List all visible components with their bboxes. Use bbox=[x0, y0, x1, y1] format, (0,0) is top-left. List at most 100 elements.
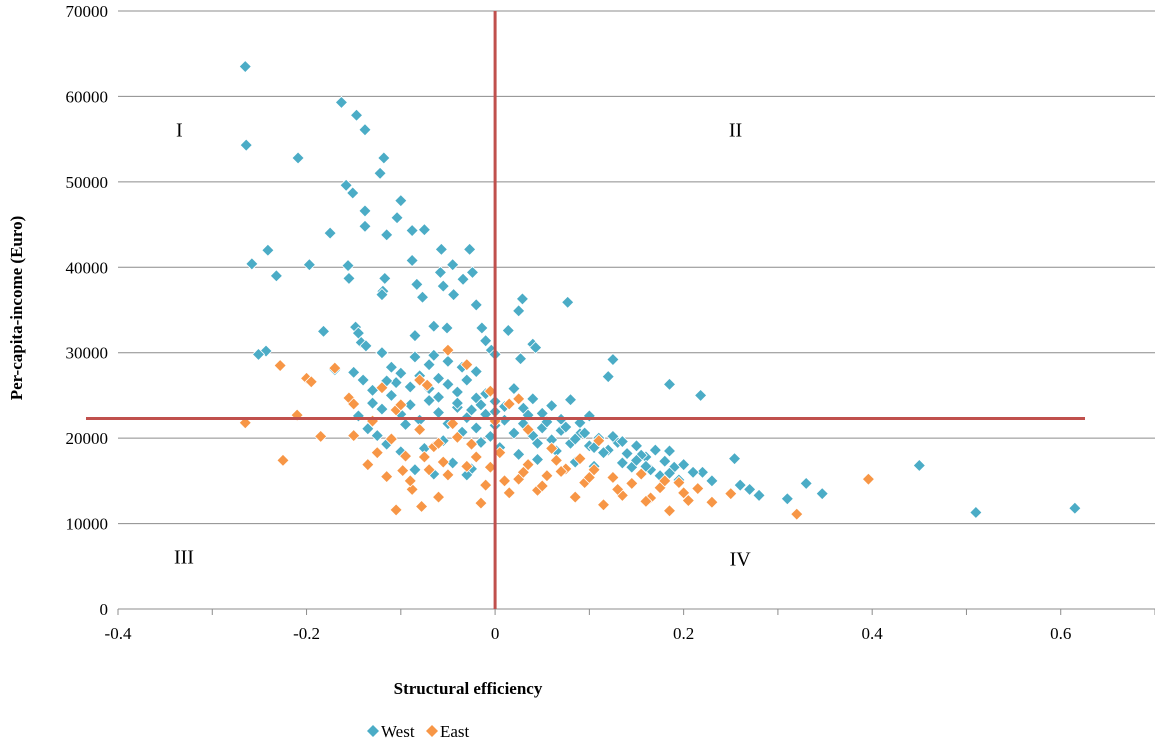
east-point bbox=[493, 446, 507, 460]
west-point bbox=[446, 258, 460, 272]
west-point bbox=[431, 390, 446, 404]
west-point bbox=[358, 123, 372, 137]
quadrant-label: I bbox=[176, 120, 183, 142]
west-point bbox=[677, 458, 691, 472]
west-point bbox=[561, 295, 575, 309]
west-point bbox=[450, 396, 464, 410]
y-tick-label: 0 bbox=[100, 600, 109, 619]
west-point bbox=[433, 265, 447, 279]
west-point bbox=[601, 370, 615, 384]
west-point bbox=[334, 95, 349, 109]
west-point bbox=[469, 421, 483, 435]
east-point bbox=[417, 450, 431, 464]
west-point bbox=[390, 211, 404, 225]
data-points bbox=[238, 59, 1082, 521]
legend-marker-east bbox=[425, 724, 439, 738]
east-point bbox=[672, 475, 686, 490]
y-tick-label: 70000 bbox=[66, 2, 109, 21]
west-point bbox=[359, 339, 373, 353]
west-point bbox=[465, 265, 480, 279]
west-point bbox=[526, 392, 540, 406]
east-point bbox=[347, 397, 361, 411]
west-point bbox=[377, 151, 391, 165]
west-point bbox=[512, 447, 526, 461]
east-point bbox=[276, 453, 290, 467]
west-point bbox=[460, 468, 474, 482]
west-point bbox=[342, 271, 356, 285]
east-point bbox=[512, 392, 526, 406]
west-point bbox=[578, 426, 592, 440]
west-point bbox=[780, 492, 794, 506]
west-point bbox=[384, 360, 398, 374]
x-tick-label: 0 bbox=[491, 624, 500, 643]
west-point bbox=[474, 435, 488, 449]
x-axis-title: Structural efficiency bbox=[394, 679, 543, 698]
west-point bbox=[269, 269, 283, 283]
west-point bbox=[629, 439, 644, 453]
east-point bbox=[790, 507, 804, 521]
west-point bbox=[261, 243, 275, 257]
west-point bbox=[512, 304, 526, 318]
west-point bbox=[474, 398, 488, 412]
y-tick-label: 10000 bbox=[66, 515, 109, 534]
west-point bbox=[370, 429, 384, 443]
east-point bbox=[483, 384, 497, 398]
west-point bbox=[752, 488, 766, 502]
west-point bbox=[507, 382, 521, 396]
west-point bbox=[441, 377, 455, 391]
east-point bbox=[375, 381, 389, 395]
west-point bbox=[662, 377, 677, 391]
west-point bbox=[530, 436, 545, 450]
west-point bbox=[563, 393, 578, 407]
gridlines bbox=[118, 10, 1155, 525]
east-point bbox=[460, 358, 474, 372]
east-point bbox=[464, 437, 479, 451]
west-point bbox=[422, 393, 436, 408]
west-point bbox=[380, 228, 394, 242]
east-point bbox=[441, 468, 455, 482]
west-point bbox=[408, 350, 422, 364]
west-point bbox=[483, 429, 497, 444]
west-point bbox=[251, 347, 266, 361]
west-point bbox=[384, 388, 398, 403]
west-point bbox=[346, 186, 360, 200]
west-point bbox=[705, 474, 719, 488]
y-tick-label: 50000 bbox=[66, 173, 109, 192]
east-point bbox=[460, 459, 474, 473]
legend-label-west: West bbox=[381, 722, 415, 741]
west-point bbox=[351, 409, 365, 423]
east-point bbox=[479, 478, 493, 492]
quadrant-label: III bbox=[174, 547, 194, 569]
west-point bbox=[373, 166, 387, 180]
east-point bbox=[422, 463, 436, 477]
axes bbox=[117, 608, 1155, 615]
east-point bbox=[389, 503, 403, 517]
west-point bbox=[799, 476, 813, 490]
west-point bbox=[375, 346, 389, 360]
west-point bbox=[410, 277, 424, 291]
west-point bbox=[417, 223, 431, 237]
west-point bbox=[615, 456, 629, 470]
west-point bbox=[475, 321, 489, 335]
east-point bbox=[592, 434, 606, 448]
west-point bbox=[339, 178, 353, 192]
west-point bbox=[431, 371, 446, 385]
east-point bbox=[625, 476, 639, 490]
west-point bbox=[515, 292, 530, 306]
x-tick-label: 0.6 bbox=[1050, 624, 1071, 643]
east-point bbox=[554, 464, 568, 479]
east-point bbox=[446, 417, 460, 431]
west-point bbox=[436, 279, 450, 293]
west-point bbox=[648, 443, 662, 457]
west-point bbox=[408, 329, 422, 343]
east-point bbox=[347, 429, 361, 443]
west-point bbox=[408, 463, 422, 477]
west-point bbox=[378, 271, 392, 285]
east-point bbox=[658, 474, 672, 488]
east-point bbox=[304, 375, 318, 389]
west-point bbox=[447, 288, 461, 302]
west-point bbox=[245, 257, 259, 271]
y-tick-label: 40000 bbox=[66, 258, 109, 277]
